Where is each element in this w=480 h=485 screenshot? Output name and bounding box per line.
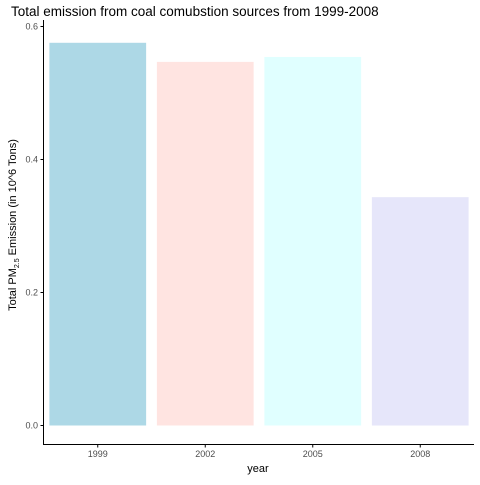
bar-2005 (264, 57, 361, 426)
x-axis-ticks: 1999 2002 2005 2008 (88, 445, 431, 460)
y-axis-ticks: 0.0 0.2 0.4 0.6 (25, 22, 43, 431)
chart-title: Total emission from coal comubstion sour… (11, 4, 379, 19)
x-tick-label-1999: 1999 (88, 449, 108, 459)
x-tick-label-2008: 2008 (410, 449, 430, 459)
bar-1999 (49, 43, 146, 426)
y-tick-label-0.0: 0.0 (25, 421, 38, 431)
y-axis-title-prefix: Total PM (7, 268, 19, 311)
y-tick-label-0.4: 0.4 (25, 155, 38, 165)
y-tick-label-0.2: 0.2 (25, 288, 38, 298)
x-tick-label-2002: 2002 (195, 449, 215, 459)
x-tick-label-2005: 2005 (303, 449, 323, 459)
y-tick-label-0.6: 0.6 (25, 22, 38, 32)
bars-layer (49, 43, 468, 426)
y-axis-title: Total PM2.5 Emission (in 10^6 Tons) (7, 139, 21, 311)
x-axis-title: year (247, 463, 269, 475)
y-axis-title-suffix: Emission (in 10^6 Tons) (7, 139, 19, 258)
y-axis-title-subscript: 2.5 (14, 258, 21, 268)
bar-2008 (372, 197, 469, 425)
bar-2002 (157, 62, 254, 426)
